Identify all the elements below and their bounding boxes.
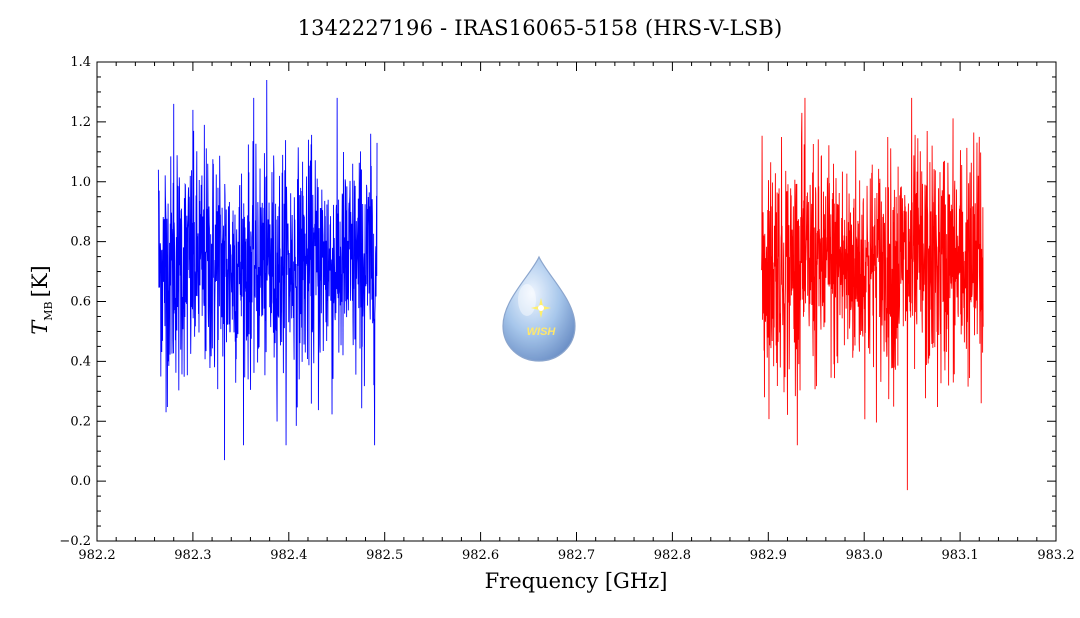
x-tick-labels: 982.2 982.3 982.4 982.5 982.6 982.7 982.8 982.9… [78, 548, 1074, 563]
y-tick-label: −0.2 [59, 534, 91, 549]
x-tick-label: 983.1 [941, 548, 978, 563]
y-tick-label: 0.2 [70, 414, 91, 429]
y-tick-label: 1.4 [70, 55, 91, 70]
series-layer [157, 79, 984, 491]
series-line-2 [761, 97, 984, 491]
x-tick-label: 983.2 [1037, 548, 1074, 563]
y-tick-labels: −0.2 0.0 0.2 0.4 0.6 0.8 1.0 1.2 1.4 [59, 55, 91, 549]
x-tick-label: 982.4 [270, 548, 307, 563]
y-tick-label: 1.2 [70, 115, 91, 130]
wish-logo-text: WISH [527, 326, 557, 338]
wish-logo: WISH [502, 255, 576, 362]
y-axis-label-subscript: MB [42, 301, 55, 320]
x-tick-label: 982.9 [750, 548, 787, 563]
x-axis-label: Frequency [GHz] [485, 569, 668, 593]
x-tick-label: 982.3 [174, 548, 211, 563]
x-tick-label: 983.0 [846, 548, 883, 563]
chart-title: 1342227196 - IRAS16065-5158 (HRS-V-LSB) [297, 16, 783, 40]
axis-ticks [96, 61, 1057, 542]
y-tick-label: 1.0 [70, 175, 91, 190]
series-line-1 [157, 79, 378, 461]
y-axis-label-unit: [K] [28, 265, 52, 297]
x-tick-label: 982.8 [654, 548, 691, 563]
y-tick-label: 0.0 [70, 474, 91, 489]
svg-text:TMB[K]: TMB [K] [28, 265, 55, 334]
y-tick-label: 0.6 [70, 295, 91, 310]
x-tick-label: 982.6 [462, 548, 499, 563]
y-axis-label: TMB [K] [28, 265, 55, 334]
x-tick-label: 982.7 [558, 548, 595, 563]
x-tick-label: 982.2 [78, 548, 115, 563]
y-tick-label: 0.8 [70, 235, 91, 250]
y-axis-label-symbol: T [28, 319, 52, 335]
y-tick-label: 0.4 [70, 354, 91, 369]
x-tick-label: 982.5 [366, 548, 403, 563]
